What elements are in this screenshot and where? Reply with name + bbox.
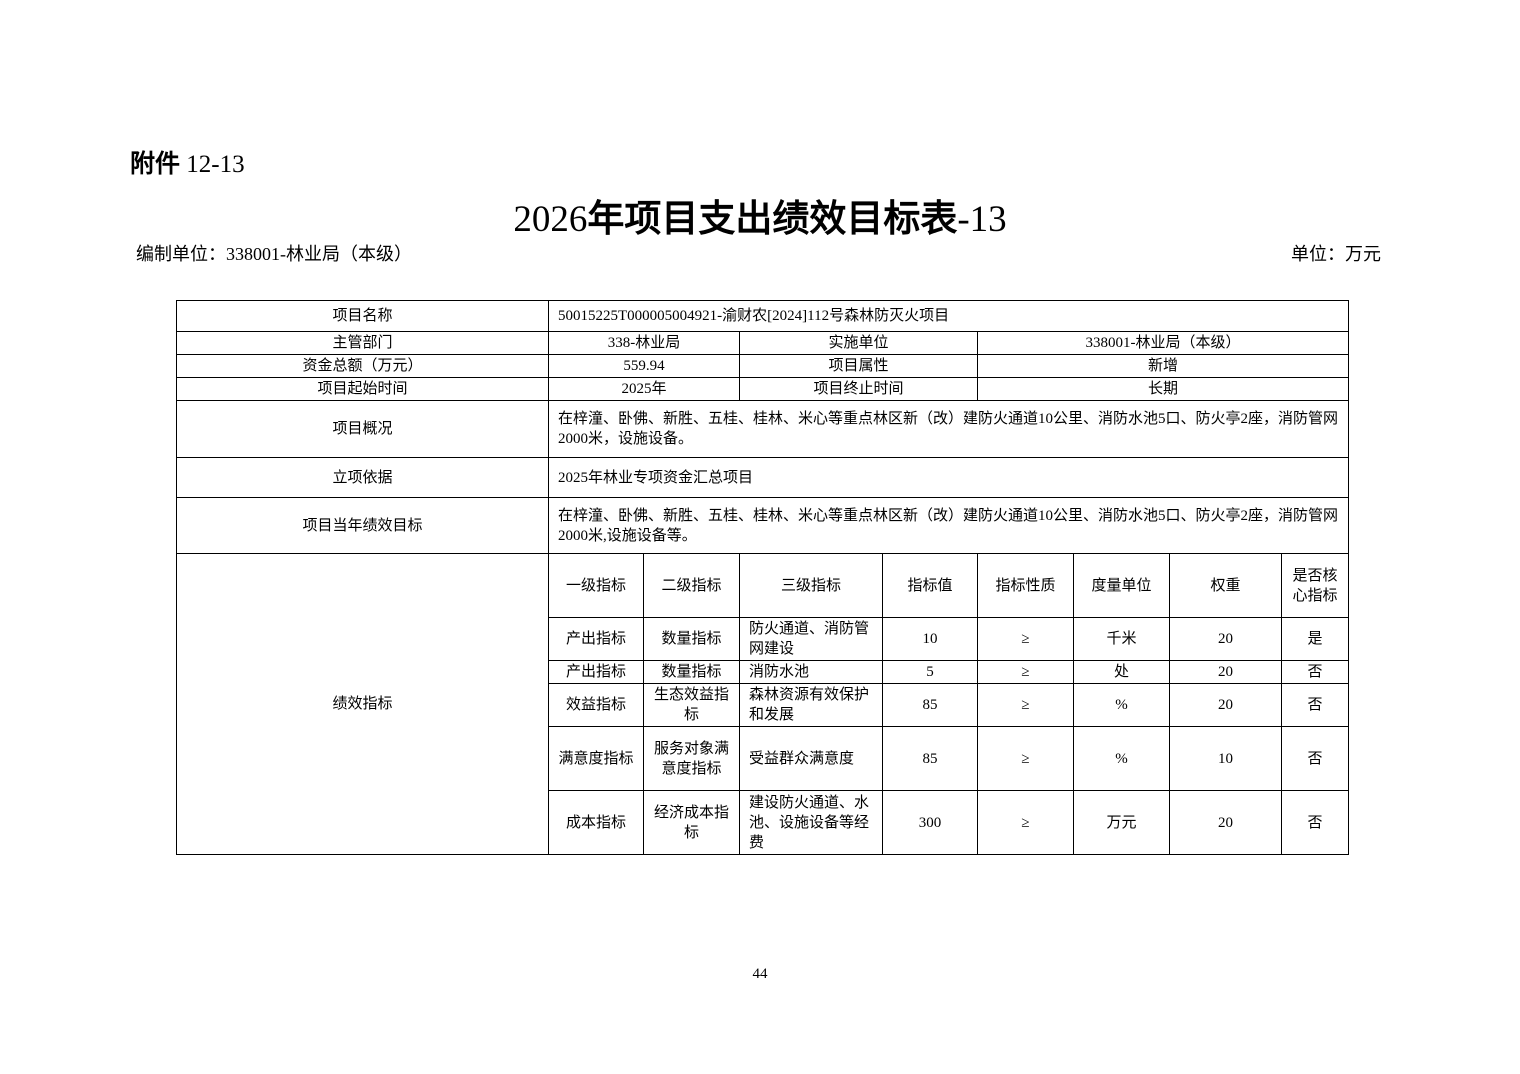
cell-value: 在梓潼、卧佛、新胜、五桂、桂林、米心等重点林区新（改）建防火通道10公里、消防水… [547, 497, 1350, 554]
cell: ≥ [977, 660, 1074, 684]
attachment-label: 附件 12-13 [130, 144, 245, 180]
table-row: 项目起始时间 2025年 项目终止时间 长期 [176, 377, 1350, 401]
table-row: 资金总额（万元） 559.94 项目属性 新增 [176, 354, 1350, 378]
cell: 千米 [1073, 617, 1170, 661]
cell-label: 资金总额（万元） [176, 354, 549, 378]
title-suffix: -13 [957, 199, 1007, 240]
page-title: 2026年项目支出绩效目标表-13 [0, 188, 1520, 242]
cell: 20 [1169, 660, 1282, 684]
header-cell: 三级指标 [739, 553, 883, 618]
cell-label: 项目起始时间 [176, 377, 549, 401]
cell-value: 2025年 [548, 377, 740, 401]
attachment-number: 12-13 [186, 151, 245, 178]
header-cell: 一级指标 [548, 553, 644, 618]
indicator-header-row: 绩效指标 一级指标 二级指标 三级指标 指标值 指标性质 度量单位 权重 是否核… [176, 553, 1350, 855]
cell: 防火通道、消防管网建设 [739, 617, 883, 661]
cell: 产出指标 [548, 617, 644, 661]
cell-label: 项目属性 [739, 354, 978, 378]
cell-label: 项目名称 [176, 300, 549, 332]
cell-value: 在梓潼、卧佛、新胜、五桂、桂林、米心等重点林区新（改）建防火通道10公里、消防水… [547, 400, 1350, 458]
header-cell: 指标性质 [977, 553, 1074, 618]
cell: 300 [882, 790, 978, 855]
cell: 受益群众满意度 [739, 726, 883, 791]
cell: 85 [882, 683, 978, 727]
cell: 5 [882, 660, 978, 684]
cell-label: 实施单位 [739, 331, 978, 355]
cell-value: 新增 [976, 354, 1350, 378]
cell: 20 [1169, 617, 1282, 661]
cell-label: 绩效指标 [176, 553, 549, 855]
page-number: 44 [752, 966, 768, 982]
cell-value: 50015225T000005004921-渝财农[2024]112号森林防灭火… [547, 300, 1350, 332]
indicator-row: 产出指标 数量指标 消防水池 5 ≥ 处 20 否 [177, 660, 1350, 684]
title-text: 年项目支出绩效目标表 [587, 199, 958, 240]
title-year: 2026 [513, 199, 588, 240]
cell: 否 [1280, 790, 1350, 855]
cell: 20 [1169, 683, 1282, 727]
cell: 万元 [1073, 790, 1170, 855]
org-label: 编制单位：338001-林业局（本级） [136, 244, 412, 264]
attachment-text: 附件 [130, 151, 181, 178]
table-row: 立项依据 2025年林业专项资金汇总项目 [176, 457, 1350, 498]
header-cell: 度量单位 [1073, 553, 1170, 618]
cell: 处 [1073, 660, 1170, 684]
cell-value: 338001-林业局（本级） [976, 331, 1350, 355]
cell: 85 [882, 726, 978, 791]
cell: 效益指标 [548, 683, 644, 727]
performance-table: 项目名称 50015225T000005004921-渝财农[2024]112号… [176, 300, 1350, 855]
cell: 数量指标 [643, 617, 740, 661]
cell: 生态效益指标 [643, 683, 740, 727]
cell: 否 [1280, 726, 1350, 791]
cell: 是 [1280, 617, 1350, 661]
table-row: 项目概况 在梓潼、卧佛、新胜、五桂、桂林、米心等重点林区新（改）建防火通道10公… [176, 400, 1350, 458]
cell-value: 559.94 [548, 354, 740, 378]
cell-value: 长期 [976, 377, 1350, 401]
cell-label: 项目终止时间 [739, 377, 978, 401]
cell: ≥ [977, 726, 1074, 791]
indicator-row: 满意度指标 服务对象满意度指标 受益群众满意度 85 ≥ % 10 否 [177, 726, 1350, 791]
table-row: 主管部门 338-林业局 实施单位 338001-林业局（本级） [176, 331, 1350, 355]
cell-label: 项目概况 [176, 400, 549, 458]
cell: ≥ [977, 683, 1074, 727]
table-row: 项目名称 50015225T000005004921-渝财农[2024]112号… [176, 300, 1350, 332]
cell: % [1073, 726, 1170, 791]
cell: 10 [882, 617, 978, 661]
cell-label: 主管部门 [176, 331, 549, 355]
cell: 否 [1280, 660, 1350, 684]
cell: % [1073, 683, 1170, 727]
cell: 产出指标 [548, 660, 644, 684]
header-cell: 权重 [1169, 553, 1282, 618]
indicator-row: 成本指标 经济成本指标 建设防火通道、水池、设施设备等经费 300 ≥ 万元 2… [177, 790, 1350, 855]
cell: 满意度指标 [548, 726, 644, 791]
cell: 消防水池 [739, 660, 883, 684]
unit-label: 单位：万元 [1291, 244, 1381, 264]
header-cell: 二级指标 [643, 553, 740, 618]
cell: 森林资源有效保护和发展 [739, 683, 883, 727]
cell: 经济成本指标 [643, 790, 740, 855]
cell: 10 [1169, 726, 1282, 791]
indicator-row: 效益指标 生态效益指标 森林资源有效保护和发展 85 ≥ % 20 否 [177, 683, 1350, 727]
cell-value: 338-林业局 [548, 331, 740, 355]
cell: 服务对象满意度指标 [643, 726, 740, 791]
header-cell: 是否核心指标 [1280, 553, 1350, 618]
cell-value: 2025年林业专项资金汇总项目 [547, 457, 1350, 498]
cell: 数量指标 [643, 660, 740, 684]
cell-label: 立项依据 [176, 457, 549, 498]
cell: 否 [1280, 683, 1350, 727]
indicator-row: 产出指标 数量指标 防火通道、消防管网建设 10 ≥ 千米 20 是 [177, 617, 1350, 661]
table-row: 项目当年绩效目标 在梓潼、卧佛、新胜、五桂、桂林、米心等重点林区新（改）建防火通… [176, 497, 1350, 554]
cell: ≥ [977, 617, 1074, 661]
cell-label: 项目当年绩效目标 [176, 497, 549, 554]
cell: 20 [1169, 790, 1282, 855]
cell: 成本指标 [548, 790, 644, 855]
header-cell: 指标值 [882, 553, 978, 618]
cell: ≥ [977, 790, 1074, 855]
cell: 建设防火通道、水池、设施设备等经费 [739, 790, 883, 855]
